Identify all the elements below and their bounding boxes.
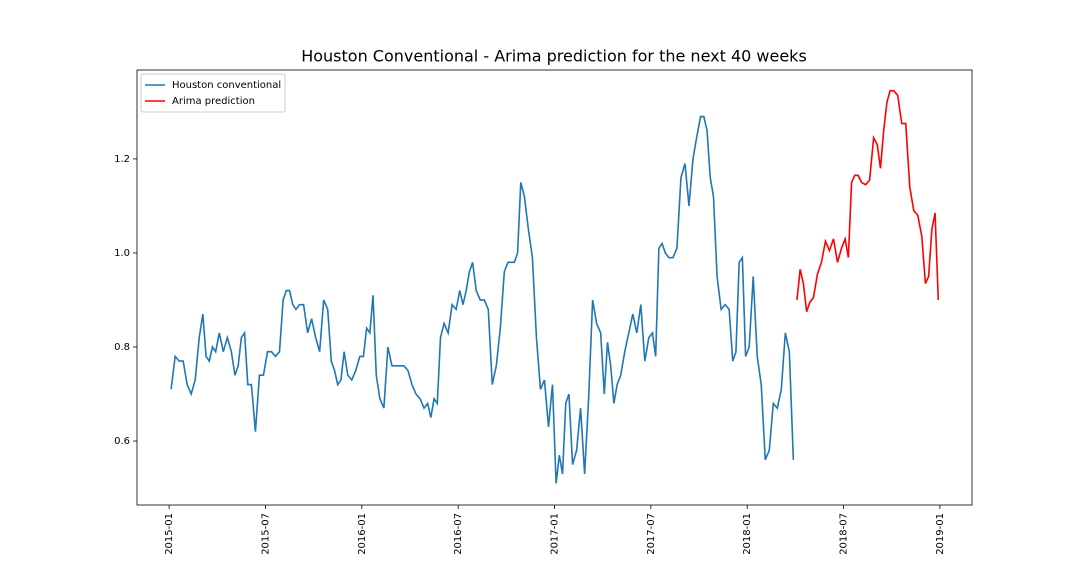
x-tick-label: 2017-01 [550,513,561,555]
y-tick-label: 0.8 [114,342,130,353]
y-tick-label: 1.2 [114,154,130,165]
x-tick-label: 2016-01 [357,513,368,555]
x-tick-label: 2018-07 [839,513,850,555]
x-tick-label: 2016-07 [453,513,464,555]
x-tick-label: 2018-01 [742,513,753,555]
y-tick-label: 0.6 [114,436,130,447]
chart-title: Houston Conventional - Arima prediction … [301,47,807,66]
x-tick-label: 2019-01 [935,513,946,555]
data-line [796,89,940,312]
legend-label: Houston conventional [172,80,281,91]
legend-label: Arima prediction [172,96,255,107]
x-tick-label: 2015-07 [260,513,271,555]
x-tick-label: 2017-07 [646,513,657,555]
legend-box [140,73,286,113]
data-line [170,115,795,484]
x-tick-label: 2015-01 [164,513,175,555]
y-tick-label: 1.0 [114,248,130,259]
